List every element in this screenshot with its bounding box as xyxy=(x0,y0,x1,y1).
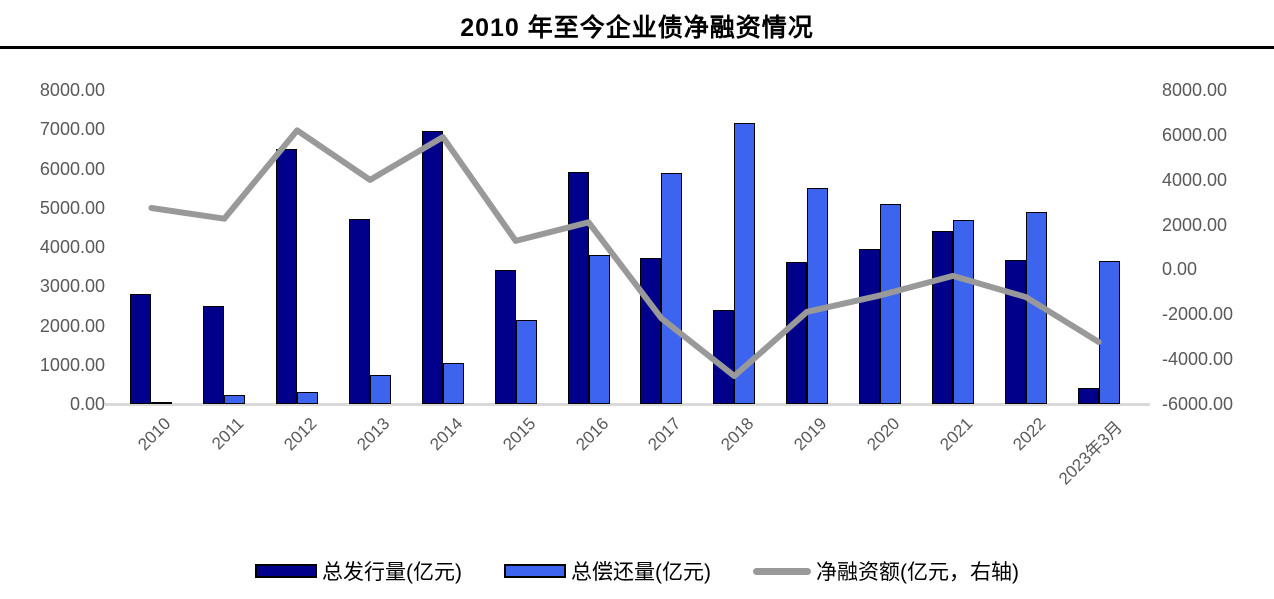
left-axis-tick: 5000.00 xyxy=(39,197,105,218)
right-axis-tick: -4000.00 xyxy=(1162,349,1234,370)
left-axis-tick: 3000.00 xyxy=(39,276,105,297)
x-label-2021: 2021 xyxy=(936,414,977,455)
legend-label-repayment: 总偿还量(亿元) xyxy=(571,561,711,584)
bar-issuance-2016 xyxy=(567,172,589,404)
bar-repayment-2012 xyxy=(297,392,319,404)
bar-issuance-2015 xyxy=(494,269,516,404)
x-label-2023年3月: 2023年3月 xyxy=(1054,417,1126,489)
right-axis-tick: 2000.00 xyxy=(1162,214,1228,235)
right-axis-tick: 4000.00 xyxy=(1162,169,1228,190)
bar-issuance-2011 xyxy=(203,305,225,404)
x-label-2016: 2016 xyxy=(571,414,612,455)
x-label-2011: 2011 xyxy=(208,414,248,454)
legend-item-issuance: 总发行量(亿元) xyxy=(255,556,462,586)
legend-label-net: 净融资额(亿元，右轴) xyxy=(816,561,1019,584)
right-axis-tick: -6000.00 xyxy=(1162,394,1234,414)
x-label-2012: 2012 xyxy=(280,414,321,455)
bar-issuance-2010 xyxy=(130,294,152,404)
right-axis-tick: 8000.00 xyxy=(1162,80,1228,100)
bar-repayment-2014 xyxy=(442,362,464,404)
left-axis-tick: 1000.00 xyxy=(39,354,105,375)
bar-issuance-2013 xyxy=(349,218,370,404)
net-line-swatch-icon xyxy=(753,567,811,575)
bar-repayment-2016 xyxy=(588,254,610,404)
x-label-2014: 2014 xyxy=(426,414,467,455)
x-label-2017: 2017 xyxy=(644,414,685,455)
repayment-bar-swatch-icon xyxy=(504,564,566,578)
left-axis-tick: 4000.00 xyxy=(39,237,105,257)
right-axis-tick: 6000.00 xyxy=(1162,124,1228,145)
legend: 总发行量(亿元) 总偿还量(亿元) 净融资额(亿元，右轴) xyxy=(0,556,1274,586)
bar-repayment-2021 xyxy=(952,219,974,404)
bar-repayment-2010 xyxy=(151,401,173,404)
title-divider xyxy=(0,46,1274,49)
issuance-bar-swatch-icon xyxy=(255,564,317,578)
bar-repayment-2020 xyxy=(880,203,901,404)
net-financing-line xyxy=(148,127,1102,379)
x-label-2020: 2020 xyxy=(863,414,904,455)
left-axis-tick: 2000.00 xyxy=(39,315,105,336)
x-label-2015: 2015 xyxy=(498,414,540,455)
chart-title: 2010 年至今企业债净融资情况 xyxy=(460,14,814,42)
bar-issuance-2020 xyxy=(859,249,880,404)
bar-issuance-2023年3月 xyxy=(1077,387,1099,404)
legend-item-net: 净融资额(亿元，右轴) xyxy=(753,556,1019,586)
x-label-2018: 2018 xyxy=(717,414,758,455)
bar-repayment-2019 xyxy=(807,187,829,404)
left-axis-tick: 0.00 xyxy=(69,394,105,414)
right-axis-tick: -2000.00 xyxy=(1162,304,1234,325)
bar-repayment-2011 xyxy=(224,394,246,404)
left-axis-tick: 7000.00 xyxy=(39,119,105,140)
bar-repayment-2013 xyxy=(370,375,391,404)
legend-label-issuance: 总发行量(亿元) xyxy=(322,561,462,584)
plot-area xyxy=(105,90,1150,406)
x-label-2010: 2010 xyxy=(134,414,175,455)
left-axis-tick: 8000.00 xyxy=(39,80,105,100)
x-label-2013: 2013 xyxy=(353,414,394,455)
right-axis-tick: 0.00 xyxy=(1162,259,1198,280)
x-label-2022: 2022 xyxy=(1008,414,1050,455)
bar-issuance-2014 xyxy=(421,131,443,404)
bar-repayment-2018 xyxy=(734,123,756,404)
bar-repayment-2017 xyxy=(661,172,683,404)
bar-repayment-2023年3月 xyxy=(1098,260,1120,404)
bar-issuance-2012 xyxy=(276,148,298,404)
x-label-2019: 2019 xyxy=(790,414,831,455)
legend-item-repayment: 总偿还量(亿元) xyxy=(504,556,711,586)
bar-repayment-2015 xyxy=(515,319,537,404)
left-axis-tick: 6000.00 xyxy=(39,158,105,179)
zero-baseline xyxy=(105,403,1150,406)
